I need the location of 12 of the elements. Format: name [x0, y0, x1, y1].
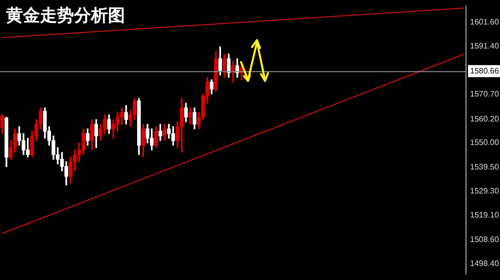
y-tick-label: 1508.60: [470, 235, 500, 244]
y-tick-label: 1591.40: [470, 41, 500, 50]
y-tick-label: 1529.30: [470, 186, 500, 196]
y-tick-label: 1560.20: [470, 114, 500, 124]
chart-title: 黄金走势分析图: [6, 5, 125, 27]
y-tick-label: 1550.00: [470, 138, 500, 148]
y-tick-label: 1601.60: [470, 17, 500, 26]
ref-line-label: 1580.66: [470, 66, 500, 76]
y-tick-label: 1519.10: [470, 210, 500, 220]
y-tick-label: 1498.40: [470, 258, 500, 268]
y-tick-label: 1570.70: [470, 90, 500, 99]
y-tick-label: 1539.50: [470, 162, 500, 172]
